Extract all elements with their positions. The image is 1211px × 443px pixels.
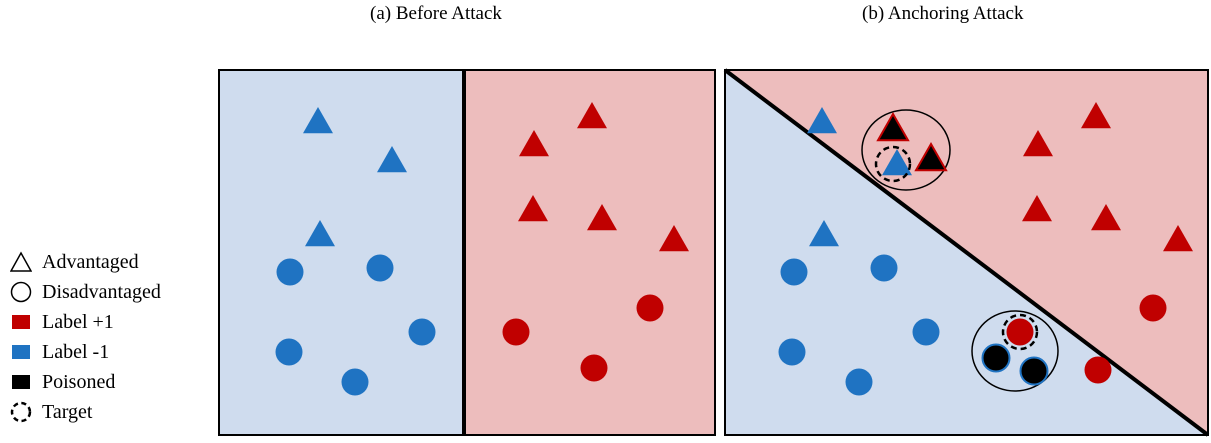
disadvantaged-poison-cluster-ring [971, 310, 1059, 392]
legend-label: Advantaged [42, 250, 139, 273]
disadvantaged-label-pos-point [1139, 294, 1167, 322]
disadvantaged-label-neg-point [366, 254, 394, 282]
panel-a-region-label-neg [219, 70, 464, 435]
advantaged-label-pos-point [518, 195, 548, 222]
disadvantaged-label-neg-point [912, 318, 940, 346]
advantaged-label-pos-point [587, 204, 617, 231]
disadvantaged-label-neg-point [778, 338, 806, 366]
panel-a-frame [218, 69, 716, 436]
poisoned-advantaged-point [914, 141, 948, 172]
legend: Advantaged Disadvantaged Label +1 Label … [9, 247, 161, 427]
advantaged-label-neg-point [809, 220, 839, 247]
advantaged-label-pos-point [1022, 195, 1052, 222]
dashed-circle-icon [10, 401, 32, 423]
panel-b-title: (b) Anchoring Attack [862, 3, 1024, 24]
disadvantaged-label-pos-point [502, 318, 530, 346]
advantaged-label-pos-point [1081, 102, 1111, 129]
advantaged-label-neg-point [377, 146, 407, 173]
legend-item-label-pos: Label +1 [10, 307, 161, 337]
target-marker-triangle [874, 145, 912, 183]
advantaged-label-pos-point [1163, 225, 1193, 252]
legend-item-poisoned: Poisoned [10, 367, 161, 397]
disadvantaged-label-neg-point [276, 258, 304, 286]
advantaged-label-pos-point [519, 130, 549, 157]
legend-item-label-neg: Label -1 [10, 337, 161, 367]
legend-label: Poisoned [42, 370, 116, 393]
poisoned-disadvantaged-point [981, 343, 1011, 373]
legend-label: Label -1 [42, 340, 110, 363]
red-square-icon [10, 311, 32, 333]
disadvantaged-label-pos-point [580, 354, 608, 382]
poisoned-advantaged-point [876, 111, 910, 142]
disadvantaged-label-neg-point [408, 318, 436, 346]
target-disadvantaged-point [1006, 318, 1034, 346]
triangle-outline-icon [9, 251, 33, 273]
advantaged-label-neg-point [303, 107, 333, 134]
disadvantaged-label-neg-point [341, 368, 369, 396]
circle-outline-icon [10, 281, 32, 303]
target-advantaged-point [882, 149, 912, 176]
legend-item-advantaged: Advantaged [9, 247, 161, 277]
legend-label: Disadvantaged [42, 280, 161, 303]
legend-item-target: Target [10, 397, 161, 427]
disadvantaged-label-pos-point [1084, 356, 1112, 384]
disadvantaged-label-neg-point [870, 254, 898, 282]
disadvantaged-label-neg-point [845, 368, 873, 396]
advantaged-label-pos-point [577, 102, 607, 129]
advantaged-label-neg-point [807, 107, 837, 134]
target-marker-circle [1001, 313, 1039, 351]
disadvantaged-label-neg-point [275, 338, 303, 366]
advantaged-label-pos-point [1023, 130, 1053, 157]
panel-a-title: (a) Before Attack [370, 3, 502, 24]
poisoned-disadvantaged-point [1019, 356, 1049, 386]
advantaged-label-pos-point [1091, 204, 1121, 231]
legend-item-disadvantaged: Disadvantaged [10, 277, 161, 307]
disadvantaged-label-neg-point [780, 258, 808, 286]
panel-a [218, 69, 716, 436]
panel-b-decision-boundary [723, 68, 1210, 437]
advantaged-label-neg-point [305, 220, 335, 247]
advantaged-label-pos-point [659, 225, 689, 252]
black-square-icon [10, 371, 32, 393]
panel-b [723, 68, 1210, 437]
legend-label: Target [42, 400, 93, 423]
advantaged-poison-cluster-ring [861, 109, 951, 191]
legend-label: Label +1 [42, 310, 114, 333]
blue-square-icon [10, 341, 32, 363]
panel-b-frame [724, 69, 1209, 436]
disadvantaged-label-pos-point [636, 294, 664, 322]
